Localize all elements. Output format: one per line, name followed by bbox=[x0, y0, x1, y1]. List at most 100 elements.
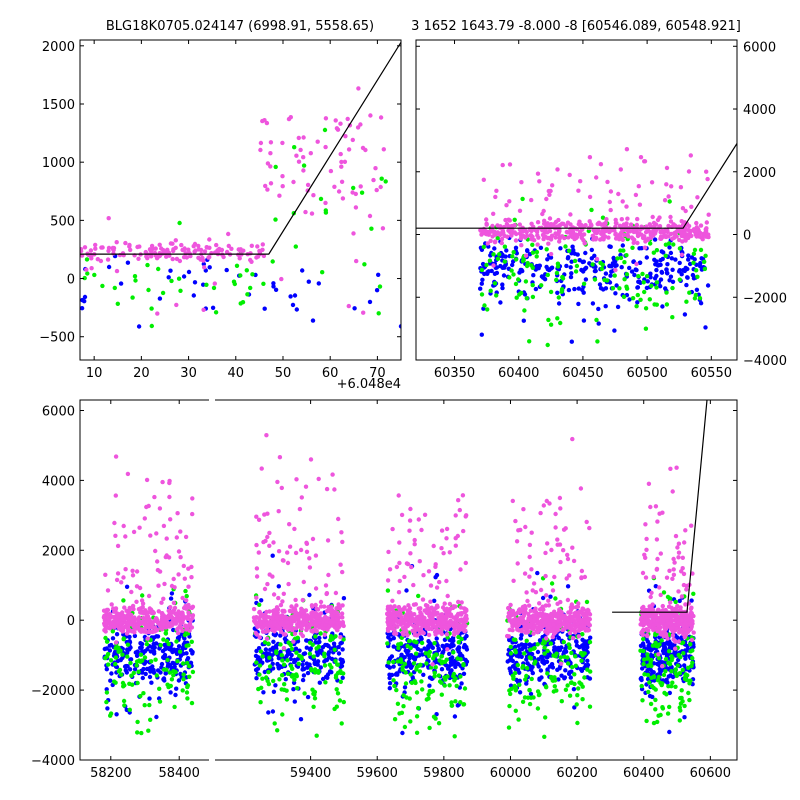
data-point bbox=[237, 256, 242, 261]
data-point bbox=[339, 611, 345, 616]
data-point bbox=[319, 648, 324, 654]
data-point bbox=[582, 241, 587, 246]
data-point bbox=[396, 645, 401, 651]
data-point bbox=[343, 134, 348, 139]
data-point bbox=[411, 582, 416, 588]
data-point bbox=[580, 697, 585, 702]
data-point bbox=[537, 638, 543, 643]
data-point bbox=[662, 645, 668, 650]
data-point bbox=[178, 555, 183, 560]
data-point bbox=[568, 212, 573, 217]
data-point bbox=[374, 187, 379, 193]
data-point bbox=[340, 615, 345, 620]
data-point bbox=[131, 606, 136, 612]
x-tick-label: 40 bbox=[228, 366, 245, 381]
data-point bbox=[404, 588, 409, 593]
data-point bbox=[248, 285, 253, 291]
data-point bbox=[411, 628, 416, 633]
data-point bbox=[378, 184, 383, 190]
data-point bbox=[307, 651, 313, 656]
data-point bbox=[682, 312, 688, 317]
data-point bbox=[308, 151, 313, 156]
data-point bbox=[302, 691, 307, 696]
data-point bbox=[453, 699, 458, 704]
data-point bbox=[107, 643, 113, 648]
data-point bbox=[138, 641, 143, 646]
data-point bbox=[578, 179, 583, 184]
data-point bbox=[434, 626, 439, 631]
data-point bbox=[647, 693, 653, 699]
data-point bbox=[304, 638, 309, 643]
data-point bbox=[563, 244, 568, 249]
y-tick-label: −500 bbox=[39, 331, 75, 346]
data-point bbox=[442, 683, 447, 688]
data-point bbox=[688, 649, 693, 654]
data-point bbox=[559, 289, 564, 294]
data-point bbox=[678, 185, 684, 190]
data-point bbox=[362, 262, 367, 267]
data-point bbox=[213, 310, 219, 315]
data-point bbox=[335, 610, 340, 615]
data-point bbox=[436, 621, 441, 626]
data-point bbox=[401, 606, 407, 611]
data-point bbox=[497, 252, 502, 257]
data-point bbox=[339, 530, 344, 535]
data-point bbox=[151, 629, 156, 634]
data-point bbox=[188, 253, 193, 259]
data-point bbox=[658, 236, 663, 241]
scatter-points-bottom bbox=[101, 433, 696, 739]
data-point bbox=[234, 263, 240, 268]
data-point bbox=[461, 528, 466, 534]
data-point bbox=[621, 248, 626, 253]
data-point bbox=[327, 669, 333, 674]
data-point bbox=[451, 615, 456, 620]
data-point bbox=[669, 658, 674, 663]
data-point bbox=[133, 650, 138, 655]
data-point bbox=[308, 457, 314, 462]
data-point bbox=[654, 285, 659, 290]
data-point bbox=[661, 250, 666, 255]
data-point bbox=[318, 196, 324, 202]
data-point bbox=[185, 683, 191, 688]
data-point bbox=[315, 139, 320, 144]
data-point bbox=[276, 549, 282, 554]
data-point bbox=[214, 242, 219, 248]
data-point bbox=[143, 625, 148, 631]
data-point bbox=[670, 267, 675, 272]
data-point bbox=[691, 251, 697, 256]
data-point bbox=[577, 680, 582, 685]
data-point bbox=[687, 261, 693, 267]
data-point bbox=[169, 614, 174, 619]
data-point bbox=[673, 599, 678, 605]
data-point bbox=[273, 683, 278, 688]
data-point bbox=[408, 506, 413, 512]
data-point bbox=[292, 526, 297, 532]
data-point bbox=[426, 639, 431, 644]
data-point bbox=[119, 672, 124, 677]
data-point bbox=[434, 636, 439, 641]
data-point bbox=[564, 229, 569, 235]
data-point bbox=[168, 647, 173, 652]
data-point bbox=[649, 283, 654, 288]
data-point bbox=[520, 665, 525, 670]
data-point bbox=[556, 295, 561, 300]
data-point bbox=[132, 630, 137, 635]
data-point bbox=[307, 556, 312, 561]
data-point bbox=[259, 466, 264, 471]
data-point bbox=[304, 661, 309, 666]
data-point bbox=[636, 184, 641, 189]
data-point bbox=[387, 686, 392, 691]
data-point bbox=[120, 652, 125, 657]
data-point bbox=[495, 235, 500, 241]
data-point bbox=[189, 700, 195, 706]
data-point bbox=[305, 670, 311, 676]
data-point bbox=[281, 591, 286, 596]
data-point bbox=[437, 579, 442, 585]
data-point bbox=[131, 529, 137, 535]
data-point bbox=[386, 660, 391, 665]
data-point bbox=[620, 199, 625, 204]
data-point bbox=[628, 222, 634, 227]
data-point bbox=[238, 273, 243, 278]
data-point bbox=[153, 246, 158, 251]
data-point bbox=[310, 318, 316, 323]
